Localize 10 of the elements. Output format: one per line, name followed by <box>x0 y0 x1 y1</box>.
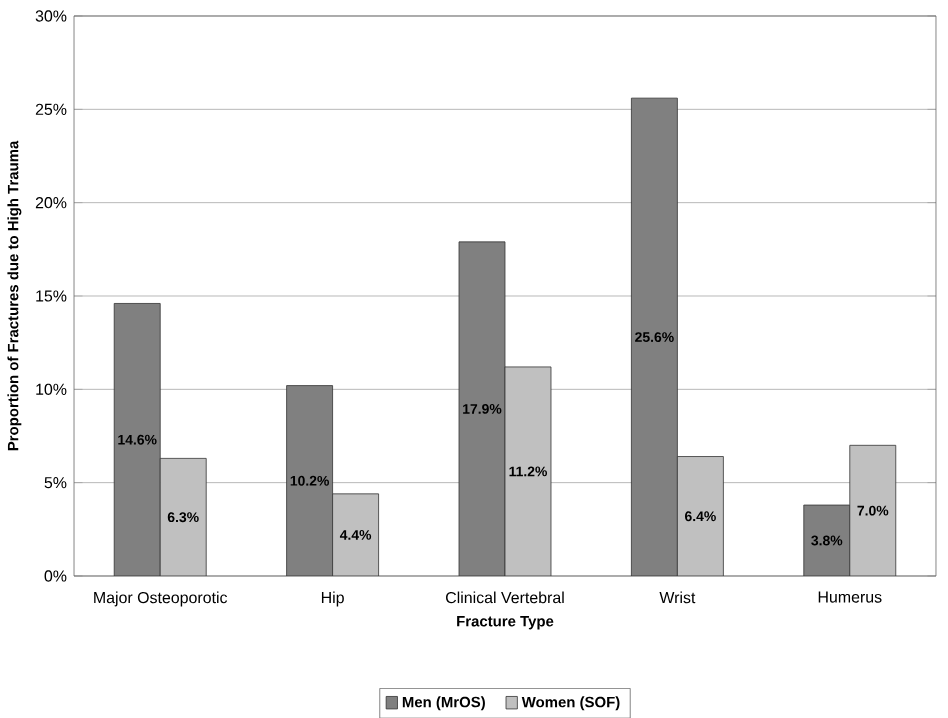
bar <box>458 241 506 576</box>
bar <box>286 384 334 576</box>
bar <box>676 455 724 576</box>
bar <box>803 504 851 576</box>
bar <box>113 302 161 576</box>
bar <box>159 457 207 576</box>
bar <box>504 366 552 576</box>
bar <box>849 444 897 576</box>
bar <box>630 97 678 576</box>
bar <box>332 493 380 576</box>
